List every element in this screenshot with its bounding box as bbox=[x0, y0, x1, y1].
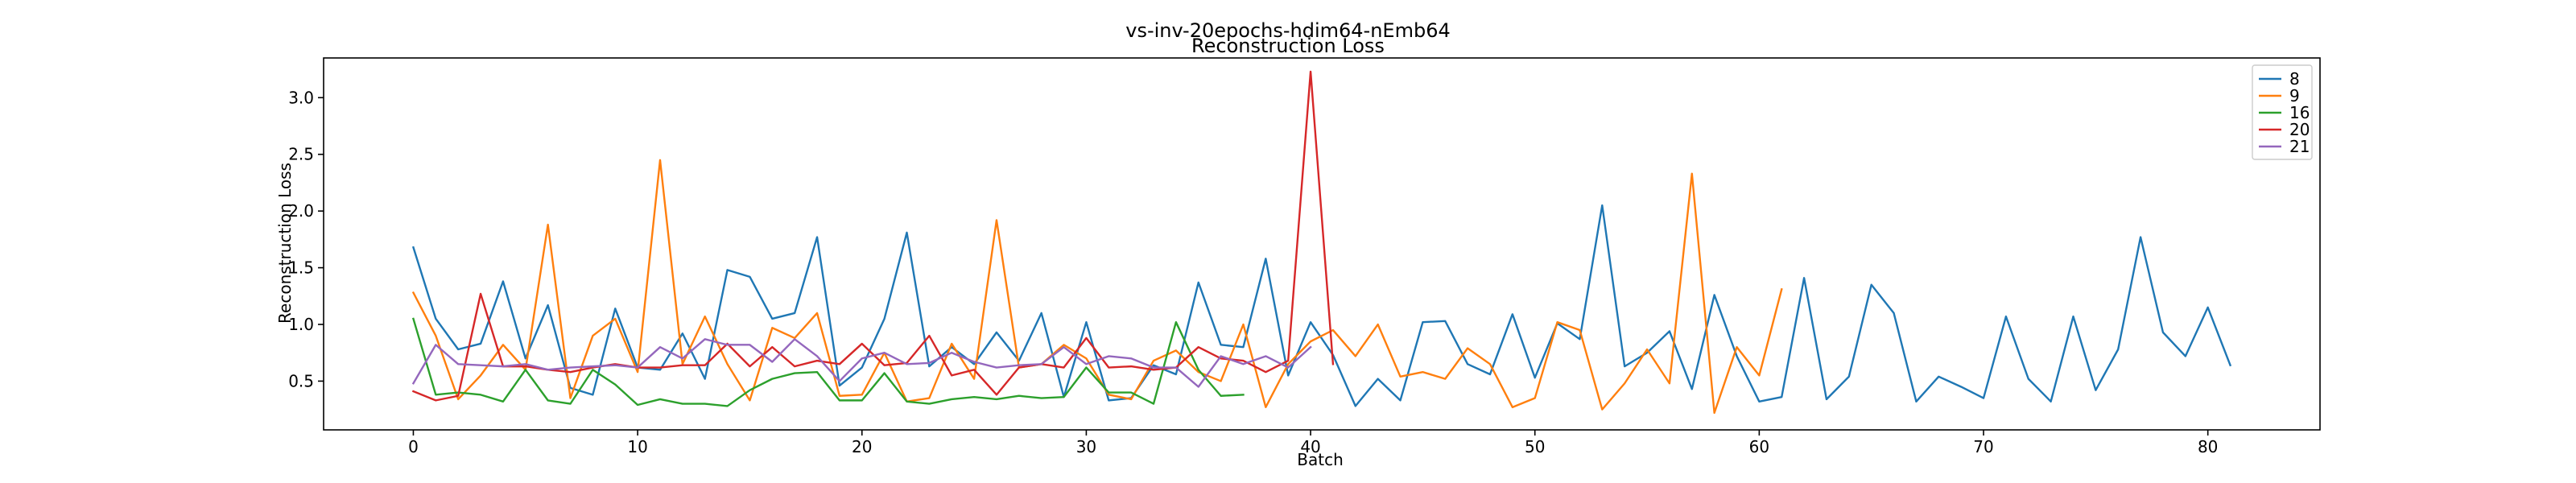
series-line-16 bbox=[411, 317, 1245, 407]
x-tick-label: 20 bbox=[852, 437, 872, 456]
y-tick-label: 2.0 bbox=[288, 201, 314, 221]
x-tick-label: 30 bbox=[1076, 437, 1096, 456]
series-line-8 bbox=[411, 204, 2232, 407]
series-line-20 bbox=[411, 70, 1335, 402]
y-tick-label: 1.5 bbox=[288, 258, 314, 278]
y-axis-label: Reconstruction Loss bbox=[275, 163, 295, 324]
x-tick-label: 50 bbox=[1525, 437, 1545, 456]
x-tick-label: 40 bbox=[1300, 437, 1320, 456]
x-tick-label: 10 bbox=[627, 437, 647, 456]
x-tick-label: 80 bbox=[2198, 437, 2218, 456]
series-line-21 bbox=[411, 338, 1312, 388]
chart-title: vs-inv-20epochs-hdim64-nEmb64 bbox=[1125, 19, 1450, 42]
x-tick-label: 60 bbox=[1749, 437, 1769, 456]
x-tick-label: 70 bbox=[1973, 437, 1993, 456]
axes-frame bbox=[323, 57, 2321, 431]
legend-label-8: 8 bbox=[2289, 69, 2300, 89]
chart-subtitle: Reconstruction Loss bbox=[1191, 35, 1385, 57]
legend-label-9: 9 bbox=[2289, 86, 2300, 105]
y-tick-label: 2.5 bbox=[288, 145, 314, 164]
plot-area: 0 10 20 30 40 50 60 70 80 0.5 1.0 1.5 2.0 2.5 3.0 bbox=[288, 57, 2321, 456]
legend-label-21: 21 bbox=[2289, 137, 2310, 156]
legend-label-16: 16 bbox=[2289, 103, 2310, 122]
x-tick-label: 0 bbox=[408, 437, 419, 456]
y-tick-label: 0.5 bbox=[288, 371, 314, 390]
legend-box bbox=[2252, 64, 2313, 160]
y-tick-label: 3.0 bbox=[288, 88, 314, 107]
x-axis-label: Batch bbox=[1297, 450, 1344, 469]
legend-label-20: 20 bbox=[2289, 120, 2310, 139]
series-line-9 bbox=[411, 159, 1783, 415]
y-tick-label: 1.0 bbox=[288, 315, 314, 334]
